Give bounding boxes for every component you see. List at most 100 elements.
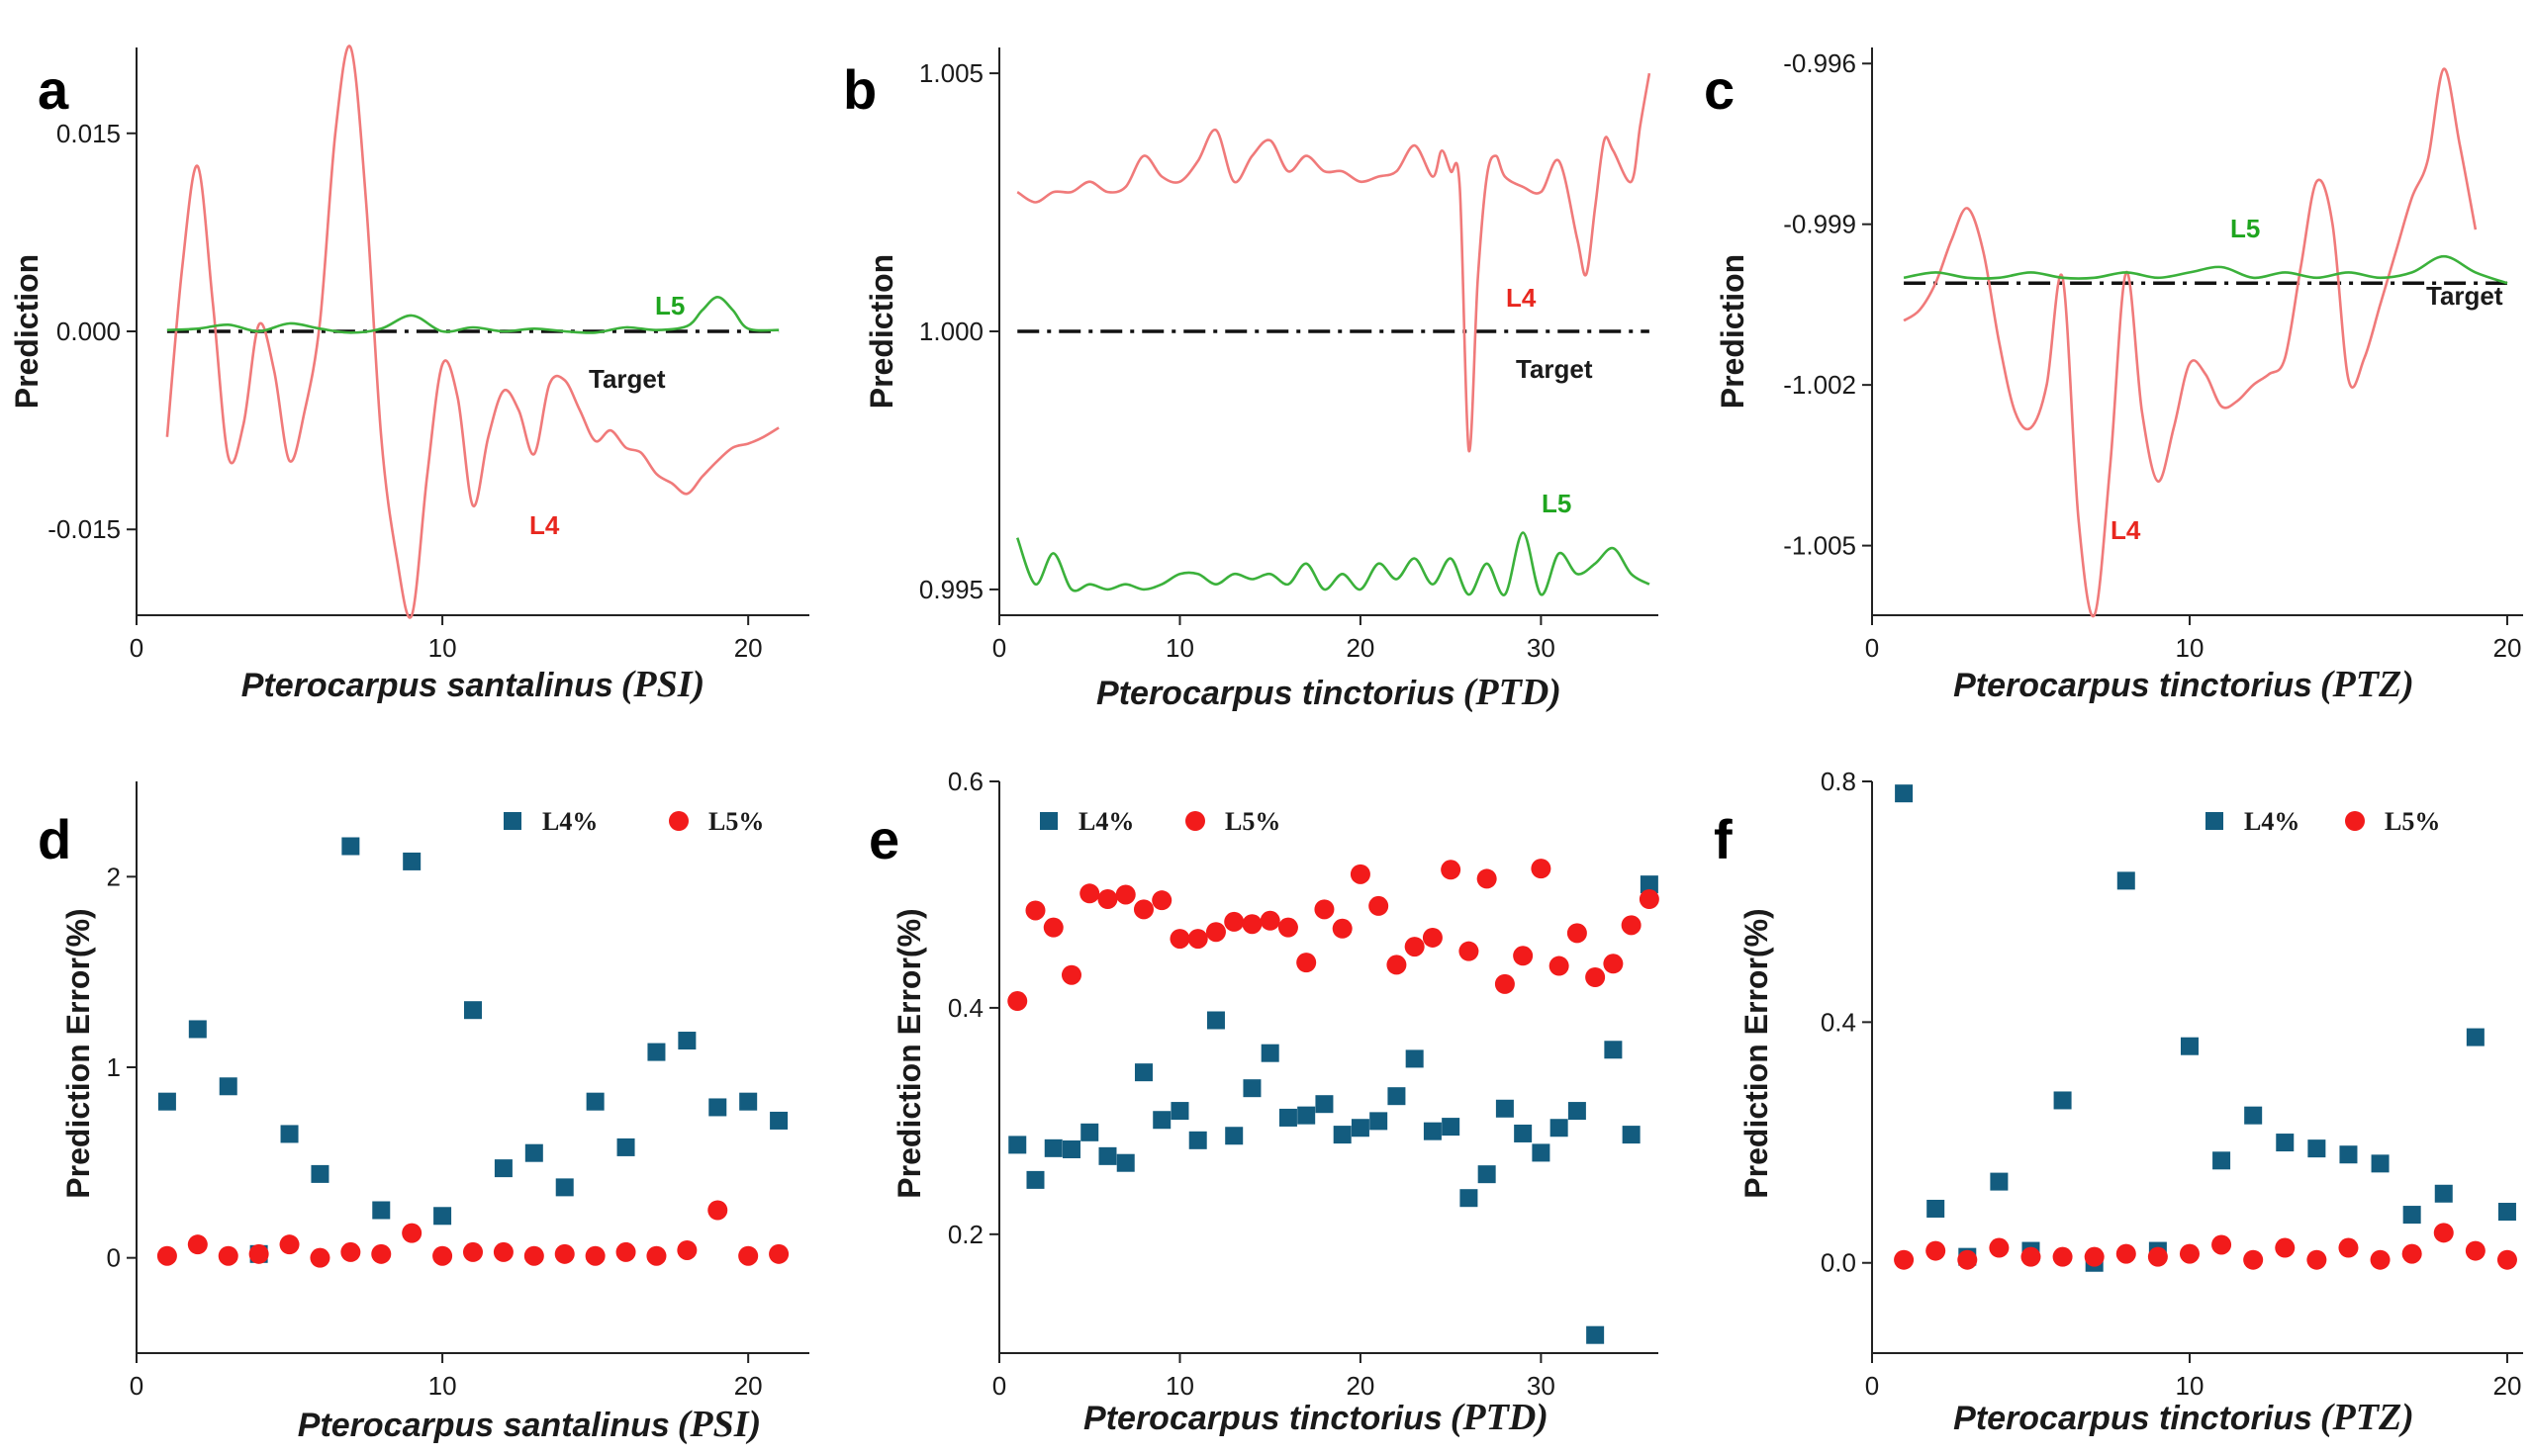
panel-c: c 0 10 20 -1.005 -1.002 -0.999 -0.996 Predicti… [1704, 47, 2523, 705]
x-axis-label-d: Pterocarpus santalinus (PSI) [298, 1404, 761, 1445]
l4-point-f [2116, 871, 2135, 890]
l4-point-e [1586, 1325, 1605, 1344]
l5-point-f [1957, 1249, 1978, 1270]
panel-a: a 0 10 20 -0.015 0.000 0.015 Prediction Ptero… [9, 45, 809, 705]
annotation-target-b: Target [1516, 354, 1593, 384]
l5-point-e [1531, 859, 1551, 879]
l5-point-e [1603, 954, 1624, 974]
l4-point-e [1044, 1138, 1063, 1157]
l4-point-e [1567, 1102, 1586, 1121]
x-tick-label-d: 0 [130, 1371, 143, 1401]
l4-point-e [1532, 1143, 1550, 1162]
x-tick-label-d: 10 [428, 1371, 457, 1401]
l5-point-d [156, 1245, 177, 1266]
y-axis-label-e: Prediction Error(%) [891, 908, 927, 1198]
l4-point-e [1405, 1049, 1424, 1068]
x-tick-label-c: 10 [2176, 633, 2205, 663]
l5-point-f [1894, 1249, 1915, 1270]
legend-l4-marker-f [2205, 812, 2223, 830]
y-tick-label-a: 0.000 [56, 317, 121, 346]
l5-point-f [2275, 1237, 2296, 1258]
l5-point-e [1368, 895, 1389, 916]
x-tick-label-a: 20 [734, 633, 763, 663]
panel-label-b: b [843, 58, 877, 121]
panel-label-c: c [1704, 58, 1735, 121]
y-tick-label-c: -0.996 [1783, 48, 1856, 78]
legend-l4-marker-d [504, 812, 521, 830]
l4-point-d [524, 1143, 543, 1162]
l5-point-e [1242, 914, 1263, 935]
x-axis-label-a: Pterocarpus santalinus (PSI) [241, 664, 704, 705]
x-tick-label-e: 20 [1346, 1371, 1374, 1401]
x-axis-label-e: Pterocarpus tinctorius (PTD) [1083, 1397, 1548, 1438]
annotation-l4-c: L4 [2111, 515, 2141, 545]
panel-label-a: a [38, 58, 69, 121]
l4-point-d [708, 1098, 727, 1117]
l4-point-e [1351, 1119, 1369, 1138]
plot-area-f: 0 10 20 0.0 0.4 0.8 [1821, 767, 2523, 1401]
l4-point-e [1026, 1170, 1045, 1189]
l5-point-d [646, 1245, 667, 1266]
legend-d: L4% L5% [504, 807, 764, 836]
l5-point-d [187, 1234, 208, 1255]
legend-l5-label-e: L5% [1225, 807, 1280, 836]
l5-point-e [1152, 890, 1173, 911]
y-tick-label-a: 0.015 [56, 119, 121, 148]
l5-point-f [2147, 1246, 2168, 1267]
l5-point-e [1585, 967, 1606, 988]
annotation-l4-b: L4 [1506, 283, 1537, 313]
l4-point-f [2339, 1145, 2358, 1164]
y-axis-label-c: Prediction [1715, 254, 1750, 409]
y-tick-label-c: -0.999 [1783, 210, 1856, 239]
annotation-l5-a: L5 [655, 291, 685, 320]
panel-label-e: e [869, 808, 899, 870]
l4-point-e [1171, 1102, 1189, 1121]
y-axis-label-b: Prediction [864, 254, 899, 409]
l4-point-d [494, 1159, 513, 1178]
l4-point-e [1333, 1126, 1352, 1144]
l4-point-e [1062, 1139, 1080, 1158]
l5-point-f [2084, 1246, 2105, 1267]
series-l5-line-a [166, 295, 780, 334]
l4-point-e [1278, 1108, 1297, 1127]
l5-point-e [1513, 946, 1534, 966]
l5-point-d [340, 1241, 361, 1262]
l5-point-e [1277, 917, 1298, 938]
plot-area-d: 0 10 20 0 1 2 [107, 781, 809, 1401]
l4-point-e [1387, 1087, 1406, 1106]
legend-l5-marker-e [1185, 811, 1205, 831]
x-tick-label-f: 0 [1865, 1371, 1879, 1401]
l4-point-e [1442, 1118, 1460, 1137]
annotation-l4-a: L4 [529, 510, 560, 540]
legend-e: L4% L5% [1040, 807, 1280, 836]
l5-point-e [1566, 923, 1587, 944]
l4-point-e [1315, 1095, 1334, 1114]
l4-point-d [188, 1020, 207, 1039]
l5-point-f [1925, 1240, 1946, 1261]
legend-l5-label-d: L5% [708, 807, 764, 836]
l5-point-d [463, 1241, 483, 1262]
series-l4-line-a [165, 45, 780, 619]
l4-point-e [1261, 1044, 1279, 1062]
x-tick-label-a: 0 [130, 633, 143, 663]
l5-point-f [2020, 1246, 2041, 1267]
l4-point-f [2497, 1203, 2516, 1222]
series-l4-line-c [1903, 67, 2478, 618]
l4-point-e [1008, 1136, 1027, 1154]
l4-point-f [2402, 1206, 2421, 1225]
l5-point-f [2465, 1240, 2486, 1261]
x-tick-label-b: 10 [1166, 633, 1194, 663]
x-tick-label-e: 0 [992, 1371, 1006, 1401]
series-l5-line-b [1015, 531, 1650, 596]
l4-point-e [1243, 1079, 1262, 1098]
l4-point-d [678, 1032, 697, 1050]
l4-point-e [1369, 1112, 1388, 1131]
l4-point-e [1640, 875, 1658, 894]
y-tick-label-e: 0.6 [948, 767, 984, 796]
l5-point-e [1621, 915, 1642, 936]
l5-point-f [2338, 1237, 2359, 1258]
l5-point-e [1007, 991, 1028, 1012]
x-tick-label-b: 30 [1527, 633, 1555, 663]
legend-l5-marker-d [669, 811, 689, 831]
l5-point-f [2306, 1249, 2327, 1270]
